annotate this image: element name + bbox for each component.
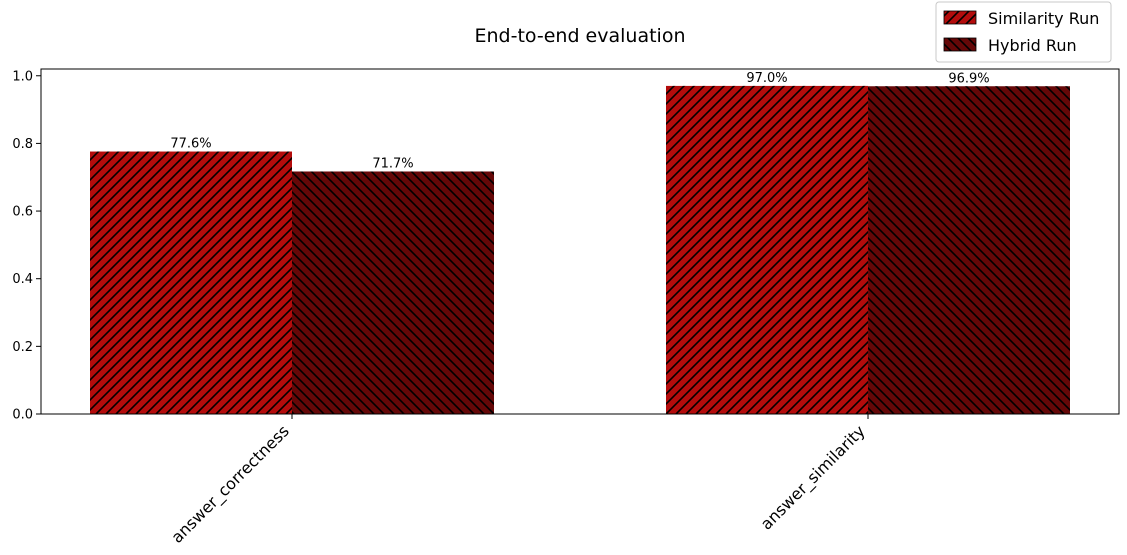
legend: Similarity Run Hybrid Run — [935, 1, 1112, 63]
y-tick-label: 0.2 — [12, 340, 33, 355]
chart-title: End-to-end evaluation — [474, 25, 685, 47]
data-label-hybrid-run-answer-similarity: 96.9% — [948, 71, 989, 86]
legend-swatch-similarity-run-hatch — [944, 11, 976, 24]
y-tick-label: 0.0 — [12, 408, 33, 423]
bar-similarity-run-answer-similarity-hatch — [666, 85, 868, 414]
x-axis: answer_correctness answer_similarity — [167, 414, 870, 548]
data-label-similarity-run-answer-correctness: 77.6% — [170, 137, 211, 152]
bar-hybrid-run-answer-correctness-hatch — [292, 171, 494, 414]
plot-area-frame — [40, 68, 1120, 415]
y-tick-label: 0.8 — [12, 137, 33, 152]
legend-swatch-hybrid-run-hatch — [944, 38, 976, 51]
x-tick-label-answer-correctness: answer_correctness — [167, 421, 293, 547]
data-label-hybrid-run-answer-correctness: 71.7% — [372, 156, 413, 171]
bar-hybrid-run-answer-similarity-hatch — [868, 86, 1070, 414]
data-label-similarity-run-answer-similarity: 97.0% — [746, 71, 787, 86]
legend-label-hybrid-run: Hybrid Run — [988, 36, 1077, 55]
legend-label-similarity-run: Similarity Run — [988, 9, 1099, 28]
x-tick-label-answer-similarity: answer_similarity — [757, 421, 870, 534]
y-tick-label: 0.4 — [12, 272, 33, 287]
y-tick-label: 0.6 — [12, 205, 33, 220]
y-axis: 0.0 0.2 0.4 0.6 0.8 1.0 — [12, 69, 41, 423]
y-tick-label: 1.0 — [12, 69, 33, 84]
bar-similarity-run-answer-correctness-hatch — [90, 151, 292, 414]
legend-frame — [935, 1, 1112, 63]
